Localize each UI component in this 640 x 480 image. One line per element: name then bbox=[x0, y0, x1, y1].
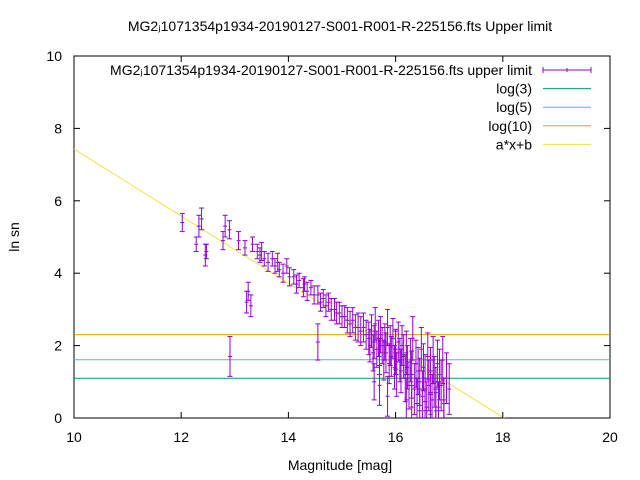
data-point bbox=[193, 236, 199, 252]
data-point bbox=[403, 330, 409, 376]
legend-label: log(3) bbox=[496, 81, 532, 97]
data-point bbox=[350, 307, 356, 334]
data-point bbox=[427, 392, 433, 418]
data-point bbox=[336, 301, 342, 325]
data-point bbox=[414, 377, 420, 418]
data-point bbox=[441, 377, 447, 418]
data-point bbox=[222, 214, 228, 238]
data-point bbox=[326, 292, 332, 312]
data-point bbox=[410, 316, 416, 361]
x-tick-label: 12 bbox=[173, 429, 189, 445]
legend: MG2ⱼ1071354p1934-20190127-S001-R001-R-22… bbox=[110, 62, 592, 152]
data-point bbox=[366, 321, 372, 356]
data-point bbox=[363, 319, 369, 350]
data-point bbox=[417, 388, 423, 418]
legend-label: log(5) bbox=[496, 99, 532, 115]
data-point bbox=[301, 276, 307, 292]
y-tick-label: 8 bbox=[54, 120, 62, 136]
legend-label: a*x+b bbox=[496, 136, 532, 152]
data-point bbox=[430, 336, 436, 385]
data-point bbox=[315, 285, 321, 305]
data-point bbox=[272, 258, 278, 274]
data-point bbox=[296, 272, 302, 289]
data-point bbox=[342, 305, 348, 328]
data-point bbox=[227, 336, 233, 377]
data-point bbox=[304, 281, 310, 301]
x-tick-label: 20 bbox=[602, 429, 618, 445]
data-point bbox=[179, 212, 185, 233]
x-axis-label: Magnitude [mag] bbox=[288, 457, 392, 473]
data-point bbox=[320, 288, 326, 309]
x-tick-label: 10 bbox=[66, 429, 82, 445]
y-tick-label: 4 bbox=[54, 265, 62, 281]
data-point bbox=[433, 388, 439, 418]
data-point bbox=[236, 231, 242, 251]
data-point bbox=[371, 363, 377, 401]
data-point bbox=[435, 381, 441, 418]
data-point bbox=[446, 363, 452, 415]
data-point bbox=[245, 281, 251, 301]
data-point bbox=[286, 267, 292, 287]
legend-label: MG2ⱼ1071354p1934-20190127-S001-R001-R-22… bbox=[110, 62, 532, 78]
data-point bbox=[355, 312, 361, 343]
plot-frame bbox=[73, 55, 611, 419]
data-point bbox=[315, 323, 321, 361]
data-point bbox=[276, 261, 282, 278]
data-point bbox=[261, 250, 267, 267]
y-tick-label: 0 bbox=[54, 410, 62, 426]
data-point bbox=[291, 269, 297, 285]
data-point bbox=[419, 370, 425, 418]
data-point bbox=[196, 214, 202, 238]
y-axis-label: ln sn bbox=[6, 222, 22, 252]
data-point bbox=[347, 310, 353, 338]
data-point bbox=[323, 294, 329, 318]
data-point bbox=[398, 348, 404, 394]
data-point bbox=[387, 325, 393, 367]
data-point bbox=[425, 332, 431, 381]
data-point bbox=[284, 258, 290, 274]
data-point bbox=[226, 220, 232, 240]
data-point bbox=[393, 330, 399, 376]
data-point bbox=[249, 236, 255, 252]
data-point bbox=[311, 285, 317, 305]
x-axis-ticks: 10 12 14 16 18 20 bbox=[66, 56, 618, 445]
x-tick-label: 18 bbox=[495, 429, 511, 445]
y-tick-label: 6 bbox=[54, 193, 62, 209]
data-point bbox=[318, 292, 324, 312]
data-point bbox=[248, 294, 254, 318]
chart-title: MG2ⱼ1071354p1934-20190127-S001-R001-R-22… bbox=[128, 18, 552, 34]
data-point bbox=[434, 339, 440, 388]
data-point bbox=[202, 243, 208, 267]
reference-lines bbox=[74, 334, 610, 379]
data-point bbox=[352, 314, 358, 341]
data-point bbox=[403, 377, 409, 418]
data-point bbox=[265, 252, 271, 272]
x-tick-label: 14 bbox=[281, 429, 297, 445]
data-point bbox=[440, 336, 446, 385]
data-points bbox=[179, 207, 452, 418]
data-point bbox=[377, 365, 383, 406]
data-point bbox=[379, 327, 385, 365]
data-point bbox=[385, 308, 391, 347]
y-tick-label: 2 bbox=[54, 338, 62, 354]
data-point bbox=[385, 375, 391, 417]
data-point bbox=[360, 312, 366, 343]
y-tick-label: 10 bbox=[46, 48, 62, 64]
data-point bbox=[371, 325, 377, 359]
data-point bbox=[422, 388, 428, 418]
data-point bbox=[199, 207, 205, 231]
y-axis-ticks: 0 2 4 6 8 10 bbox=[46, 48, 610, 426]
data-point bbox=[293, 274, 299, 294]
x-tick-label: 16 bbox=[388, 429, 404, 445]
legend-label: log(10) bbox=[488, 118, 532, 134]
data-point bbox=[344, 307, 350, 334]
data-point bbox=[242, 240, 248, 256]
data-point bbox=[382, 323, 388, 361]
data-point bbox=[203, 243, 209, 260]
data-point bbox=[254, 243, 260, 260]
data-point bbox=[358, 316, 364, 347]
data-point bbox=[409, 384, 415, 418]
